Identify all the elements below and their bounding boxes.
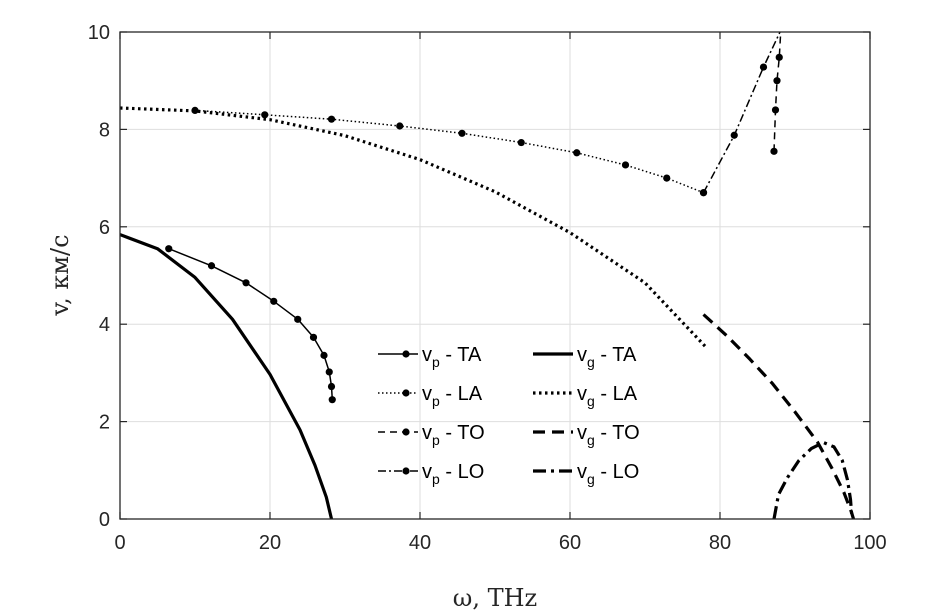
data-point-v-p-ta [294, 315, 302, 323]
series-line-v-p-lo [702, 32, 781, 194]
data-point-v-p-la [458, 129, 466, 137]
data-point-v-p-to [770, 147, 778, 155]
legend-marker-v-p-lo [402, 467, 410, 475]
data-point-v-p-ta [242, 279, 250, 287]
data-point-v-p-la [327, 115, 336, 123]
x-tick-label: 0 [114, 532, 125, 554]
data-point-v-p-lo [759, 63, 768, 71]
data-point-v-p-la [396, 122, 404, 130]
data-point-v-p-ta [325, 368, 333, 376]
series-line-v-p-ta [168, 248, 334, 400]
series-line-v-g-to [702, 313, 856, 519]
x-tick-label: 60 [559, 532, 581, 554]
legend-label-v-g-ta: vg - TA [577, 344, 637, 370]
data-point-v-p-ta [270, 297, 278, 305]
series-layer [120, 32, 856, 519]
data-point-v-p-ta [320, 351, 328, 359]
legend-label-v-p-ta: vp - TA [422, 344, 482, 370]
data-point-v-p-lo [699, 189, 708, 197]
legend-label-v-p-la: vp - LA [422, 383, 483, 409]
series-line-v-g-ta [120, 233, 334, 519]
x-axis-label: ω, THz [453, 584, 537, 612]
y-axis-label: v, км/с [46, 234, 74, 316]
legend-label-v-g-la: vg - LA [577, 383, 638, 409]
data-point-v-p-la [261, 111, 269, 119]
x-tick-label: 40 [409, 532, 431, 554]
data-point-v-p-la [663, 174, 671, 182]
x-tick-label: 80 [709, 532, 731, 554]
legend-label-v-p-to: vp - TO [422, 422, 485, 448]
series-line-v-p-to [773, 32, 782, 152]
grid [120, 32, 870, 519]
legend-label-v-g-to: vg - TO [577, 422, 640, 448]
y-tick-label: 0 [99, 509, 110, 531]
x-tick-label: 20 [259, 532, 281, 554]
plot-area [120, 32, 870, 519]
legend: vp - TA vp - LA vp - TO vp - LO vg - TA vg - … [378, 344, 640, 487]
legend-marker-v-p-la [402, 389, 410, 397]
legend-marker-v-p-to [402, 428, 410, 436]
plot-frame [119, 31, 871, 520]
data-point-v-p-ta [328, 396, 336, 404]
y-tick-label: 8 [99, 119, 110, 141]
series-line-v-p-la [194, 109, 704, 194]
legend-label-v-g-lo: vg - LO [577, 461, 639, 487]
data-point-v-p-ta [165, 245, 173, 253]
data-point-v-p-ta [207, 262, 216, 270]
x-tick-label: 100 [853, 532, 886, 554]
data-point-v-p-to [771, 106, 780, 114]
y-tick-label: 10 [88, 22, 110, 44]
data-point-v-p-la [573, 149, 581, 157]
y-tick-label: 6 [99, 217, 110, 239]
series-line-v-g-lo [772, 440, 854, 519]
data-point-v-p-ta [309, 333, 318, 341]
data-point-v-p-la [517, 138, 525, 147]
ticks: 0 20 40 60 80 100 0 2 4 6 8 10 [88, 22, 887, 554]
data-point-v-p-to [775, 53, 783, 61]
y-tick-label: 2 [99, 412, 110, 434]
data-point-v-p-lo [730, 131, 738, 139]
y-tick-label: 4 [99, 314, 110, 336]
legend-marker-v-p-ta [402, 350, 410, 358]
data-point-v-p-la [621, 161, 630, 169]
data-point-v-p-ta [327, 382, 336, 391]
legend-label-v-p-lo: vp - LO [422, 461, 484, 487]
data-point-v-p-to [773, 77, 781, 85]
